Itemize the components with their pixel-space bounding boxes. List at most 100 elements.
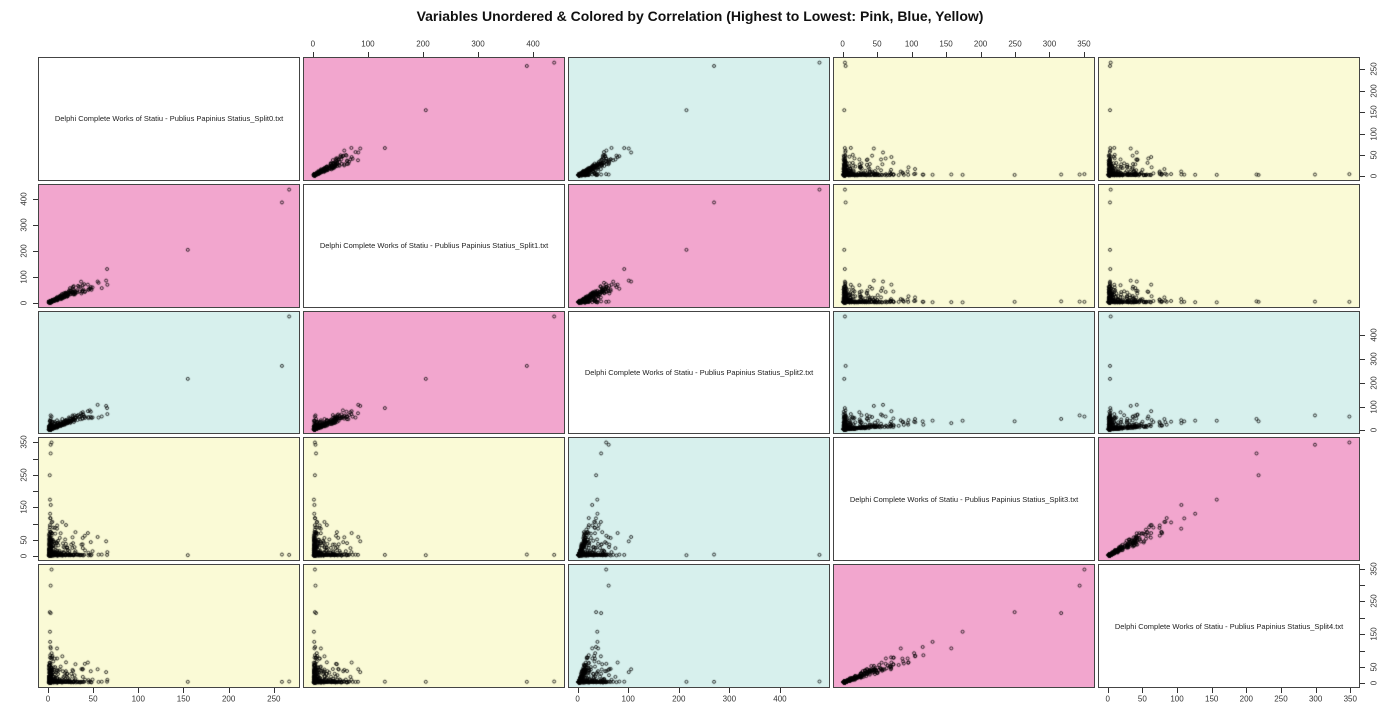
panel-4-3 (833, 564, 1095, 688)
panel-0-4 (1098, 57, 1360, 181)
axis-tick-label: 200 (19, 244, 29, 258)
axis-tick-label: 350 (1369, 561, 1379, 576)
panel-0-2 (568, 57, 830, 181)
axis-tick (842, 52, 844, 57)
axis-tick-label: 0 (575, 694, 580, 704)
axis-tick (678, 688, 680, 693)
axis-tick-label: 100 (621, 694, 635, 704)
axis-tick-label: 100 (1170, 694, 1184, 704)
axis-tick (628, 688, 630, 693)
scatter-canvas (304, 438, 564, 561)
axis-tick (1360, 90, 1365, 92)
panel-0-0: Delphi Complete Works of Statiu - Publiu… (38, 57, 300, 181)
axis-tick (33, 507, 38, 509)
panel-2-4 (1098, 310, 1360, 435)
axis-tick-label: 50 (1137, 694, 1147, 704)
axis-tick-label: 150 (1369, 105, 1379, 119)
panel-4-0 (38, 564, 300, 688)
panel-3-3: Delphi Complete Works of Statiu - Publiu… (833, 437, 1095, 562)
axis-tick (1360, 133, 1365, 135)
panel-2-3 (833, 310, 1095, 435)
axis-tick-label: 0 (45, 694, 51, 704)
axis-tick (779, 688, 781, 693)
axis-tick (33, 556, 38, 558)
axis-tick-label: 250 (1274, 694, 1288, 704)
axis-tick-label: 100 (131, 694, 145, 704)
scatter-canvas (834, 58, 1094, 180)
axis-tick (1049, 52, 1051, 57)
axis-tick (946, 52, 948, 57)
axis-tick (1360, 584, 1365, 586)
panel-2-0 (38, 310, 300, 435)
scatter-canvas (1099, 311, 1359, 434)
scatter-canvas (1099, 438, 1359, 561)
axis-tick (1015, 52, 1017, 57)
axis-tick-label: 50 (19, 535, 29, 545)
axis-tick-label: 0 (19, 554, 29, 559)
axis-tick-label: 150 (1369, 627, 1379, 641)
axis-tick (1360, 430, 1365, 432)
scatter-canvas (569, 565, 829, 688)
axis-tick (577, 688, 579, 693)
axis-tick (33, 523, 38, 525)
axis-tick (1360, 69, 1365, 71)
axis-tick-label: 250 (1369, 594, 1379, 609)
axis-tick (1211, 688, 1213, 693)
axis-tick (1360, 601, 1365, 603)
axis-tick (478, 52, 480, 57)
axis-tick (1360, 358, 1365, 360)
scatter-canvas (569, 438, 829, 561)
axis-tick (1360, 568, 1365, 570)
panel-1-2 (568, 183, 830, 308)
axis-tick (1360, 634, 1365, 636)
panel-4-1 (303, 564, 565, 688)
scatter-canvas (834, 565, 1094, 688)
scatter-canvas (304, 58, 564, 180)
scatter-canvas (569, 58, 829, 180)
diagonal-variable-label: Delphi Complete Works of Statiu - Publiu… (849, 494, 1079, 504)
axis-tick-label: 150 (176, 694, 191, 704)
panel-3-1 (303, 437, 565, 562)
axis-tick-label: 0 (1369, 681, 1379, 686)
panel-1-3 (833, 183, 1095, 308)
axis-tick (33, 540, 38, 542)
scatter-canvas (304, 565, 564, 688)
axis-tick (33, 442, 38, 444)
axis-tick-label: 100 (361, 39, 375, 49)
axis-tick-label: 350 (1343, 694, 1357, 704)
axis-tick (1315, 688, 1317, 693)
panel-1-4 (1098, 183, 1360, 308)
scatter-canvas (39, 565, 299, 688)
diagonal-variable-label: Delphi Complete Works of Statiu - Publiu… (1114, 621, 1344, 631)
axis-tick (33, 491, 38, 493)
axis-tick-label: 400 (1369, 328, 1379, 342)
axis-tick-label: 250 (1008, 39, 1022, 49)
axis-tick-label: 200 (416, 39, 430, 49)
scatter-canvas (1099, 184, 1359, 307)
panel-0-3 (833, 57, 1095, 181)
axis-tick-label: 400 (773, 694, 787, 704)
axis-tick-label: 300 (1369, 351, 1379, 366)
axis-tick (1360, 650, 1365, 652)
axis-tick-label: 300 (722, 694, 737, 704)
axis-tick (1360, 154, 1365, 156)
axis-tick-label: 300 (471, 39, 485, 49)
diagonal-variable-label: Delphi Complete Works of Statiu - Publiu… (584, 367, 814, 377)
axis-tick (911, 52, 913, 57)
axis-tick-label: 100 (904, 39, 919, 49)
axis-tick (47, 688, 49, 693)
axis-tick (980, 52, 982, 57)
scatter-canvas (834, 311, 1094, 434)
axis-tick-label: 50 (1369, 150, 1379, 160)
axis-tick (1360, 112, 1365, 114)
axis-tick-label: 100 (19, 270, 29, 284)
panel-3-2 (568, 437, 830, 562)
axis-tick (1107, 688, 1109, 693)
axis-tick (877, 52, 879, 57)
axis-tick-label: 50 (1369, 662, 1379, 672)
panel-4-4: Delphi Complete Works of Statiu - Publiu… (1098, 564, 1360, 688)
axis-tick (138, 688, 140, 693)
scatterplot-matrix: Delphi Complete Works of Statiu - Publiu… (38, 57, 1360, 688)
axis-tick (533, 52, 535, 57)
